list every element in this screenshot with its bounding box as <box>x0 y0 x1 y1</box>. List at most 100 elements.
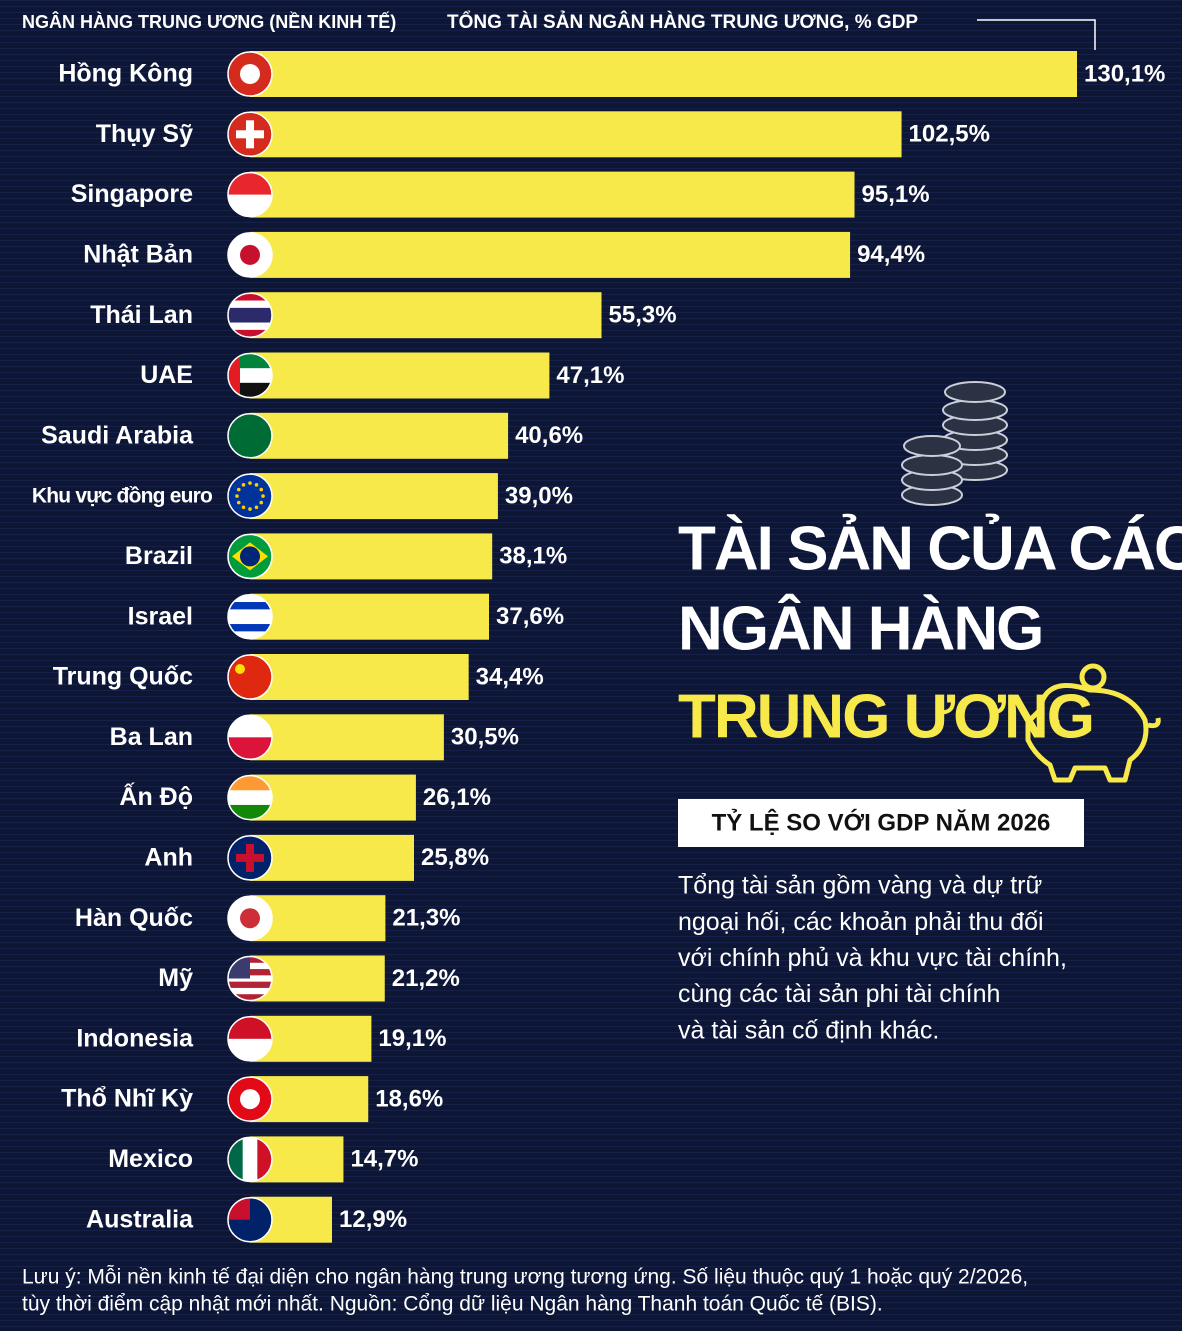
category-label: Thổ Nhĩ Kỳ <box>61 1085 193 1113</box>
flag-border <box>227 473 273 519</box>
category-header: NGÂN HÀNG TRUNG ƯƠNG (NỀN KINH TẾ) <box>22 11 396 32</box>
title-line: NGÂN HÀNG <box>678 594 1042 663</box>
flag-stripe <box>228 624 272 632</box>
flag-stripe <box>228 775 272 791</box>
value-label: 130,1% <box>1084 60 1165 87</box>
flag-cross <box>236 130 264 139</box>
value-label: 47,1% <box>556 362 624 389</box>
bar <box>250 352 550 399</box>
flag-star <box>236 500 241 505</box>
value-label: 21,2% <box>392 965 460 992</box>
flag <box>228 1077 272 1122</box>
subtitle-box <box>678 799 1084 847</box>
flag <box>228 112 272 157</box>
category-label: Anh <box>144 844 193 872</box>
value-label: 21,3% <box>392 905 460 932</box>
bar <box>250 292 602 339</box>
category-label: Australia <box>86 1205 194 1233</box>
description-line: ngoại hối, các khoản phải thu đối <box>678 908 1044 936</box>
flag-border <box>227 232 273 278</box>
flag-stripe <box>228 322 272 331</box>
flag-stripe <box>228 616 272 625</box>
flag <box>228 956 272 1001</box>
bar <box>250 714 444 761</box>
flag-border <box>227 292 273 338</box>
flag-border <box>227 593 273 640</box>
value-label: 12,9% <box>339 1206 407 1233</box>
flag-border <box>227 111 273 158</box>
value-label: 40,6% <box>515 422 583 449</box>
bar <box>250 412 509 459</box>
value-label: 25,8% <box>421 844 489 871</box>
flag-stripe <box>228 329 272 338</box>
category-label: Hồng Kông <box>58 60 193 88</box>
description-line: và tài sản cố định khác. <box>678 1016 939 1044</box>
flag-star <box>261 494 265 498</box>
flag-dot <box>240 1089 260 1110</box>
flag-border <box>227 1076 273 1122</box>
flag-border <box>227 1016 273 1062</box>
value-label: 39,0% <box>505 482 573 509</box>
flag-star <box>235 494 239 498</box>
category-label: Khu vực đồng euro <box>32 485 212 508</box>
category-label: Thái Lan <box>90 301 193 329</box>
category-label: Thụy Sỹ <box>96 120 193 148</box>
flag-star <box>259 500 264 505</box>
flag-star <box>254 483 259 487</box>
flag-border <box>227 835 273 881</box>
flag <box>228 655 272 699</box>
flag-border <box>227 1196 273 1243</box>
category-label: Saudi Arabia <box>41 421 194 449</box>
flag-border <box>227 654 273 700</box>
flag-star <box>248 481 252 485</box>
title-line: TRUNG ƯƠNG <box>678 682 1093 751</box>
flag-dot <box>240 244 260 265</box>
flag <box>228 1016 272 1061</box>
flag-border <box>227 955 273 1002</box>
flag-stripe <box>228 293 272 302</box>
value-label: 19,1% <box>378 1025 446 1052</box>
flag-border <box>227 895 273 941</box>
category-label: Brazil <box>125 542 193 570</box>
category-label: Ba Lan <box>110 723 193 751</box>
flag-stripe <box>228 981 272 989</box>
title-line: TÀI SẢN CỦA CÁC <box>678 514 1182 583</box>
flag-stripe <box>228 307 272 316</box>
category-label: Singapore <box>71 180 193 208</box>
flag <box>228 232 272 277</box>
flag-stripe <box>228 790 272 806</box>
category-label: Trung Quốc <box>53 663 193 691</box>
flag-dot <box>240 64 260 84</box>
flag-stripe <box>228 1016 272 1040</box>
flag-star <box>259 487 264 492</box>
flag-border <box>227 714 273 761</box>
flag-stripe <box>228 975 272 983</box>
flag-border <box>227 413 273 459</box>
description-line: với chính phủ và khu vực tài chính, <box>678 944 1067 972</box>
flag-dot <box>240 908 260 929</box>
flag-stripe <box>228 1137 244 1182</box>
category-label: Nhật Bản <box>83 241 193 269</box>
value-label: 38,1% <box>499 543 567 570</box>
bar <box>250 473 498 520</box>
flag-cross <box>236 853 264 862</box>
flag-stripe <box>228 655 272 699</box>
flag-stripe <box>228 715 272 738</box>
flag-stripe <box>228 300 272 309</box>
category-label: Mỹ <box>158 964 193 992</box>
value-label: 55,3% <box>609 302 677 329</box>
category-label: Israel <box>128 602 193 630</box>
coins-icon <box>901 381 1008 506</box>
category-label: Hàn Quốc <box>75 904 193 932</box>
flag-dot <box>240 546 260 567</box>
flag-stripe <box>228 737 272 760</box>
bar <box>250 774 416 821</box>
flag <box>228 835 272 880</box>
bar <box>250 593 490 640</box>
bar <box>250 231 851 278</box>
bar <box>250 171 855 218</box>
flag-stripe <box>228 315 272 324</box>
flag-stripe <box>228 602 272 610</box>
